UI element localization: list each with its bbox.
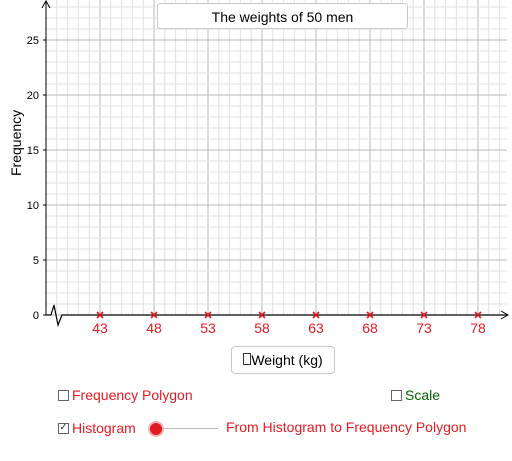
histogram-checkbox[interactable]: ✓ Histogram xyxy=(58,420,136,436)
scale-label: Scale xyxy=(405,387,441,403)
y-tick-label: 0 xyxy=(33,310,39,322)
x-tick-label: 68 xyxy=(362,320,378,336)
slider-label: From Histogram to Frequency Polygon xyxy=(226,419,467,435)
slider-track[interactable] xyxy=(156,428,218,429)
slider-knob[interactable] xyxy=(150,423,162,435)
frequency-polygon-label: Frequency Polygon xyxy=(72,387,193,403)
chart-title: The weights of 50 men xyxy=(157,3,408,29)
x-tick-label: 73 xyxy=(416,320,432,336)
histogram-label: Histogram xyxy=(72,420,136,436)
y-tick-label: 25 xyxy=(27,35,39,47)
x-tick-label: 43 xyxy=(92,320,108,336)
x-point-marker[interactable] xyxy=(204,311,212,319)
x-point-marker[interactable] xyxy=(420,311,428,319)
x-point-marker[interactable] xyxy=(366,311,374,319)
x-tick-label: 58 xyxy=(254,320,270,336)
x-tick-label: 48 xyxy=(146,320,162,336)
x-point-marker[interactable] xyxy=(96,311,104,319)
x-point-marker[interactable] xyxy=(150,311,158,319)
checkmark-icon[interactable]: ✓ xyxy=(58,422,69,434)
checkbox-box[interactable] xyxy=(58,389,69,401)
frequency-polygon-checkbox[interactable]: Frequency Polygon xyxy=(58,387,193,403)
x-tick-label: 53 xyxy=(200,320,216,336)
x-axis-label-text: Weight (kg) xyxy=(251,352,323,368)
y-tick-label: 20 xyxy=(27,90,39,102)
y-tick-label: 5 xyxy=(33,255,39,267)
x-tick-label: 78 xyxy=(470,320,486,336)
x-tick-label: 63 xyxy=(308,320,324,336)
x-axis-line xyxy=(46,304,507,328)
x-point-marker[interactable] xyxy=(312,311,320,319)
x-point-marker[interactable] xyxy=(258,311,266,319)
y-tick-label: 10 xyxy=(27,200,39,212)
x-axis-label: Weight (kg) xyxy=(231,346,335,374)
y-axis-label: Frequency xyxy=(8,109,24,176)
missing-glyph-icon xyxy=(243,353,252,365)
histogram-to-polygon-slider[interactable] xyxy=(150,421,218,437)
y-tick-label: 15 xyxy=(27,145,39,157)
checkbox-box[interactable] xyxy=(391,389,402,401)
y-axis-arrow-icon xyxy=(41,0,51,9)
scale-checkbox[interactable]: Scale xyxy=(391,387,440,403)
x-point-marker[interactable] xyxy=(474,311,482,319)
x-axis-arrow-icon xyxy=(500,310,510,320)
